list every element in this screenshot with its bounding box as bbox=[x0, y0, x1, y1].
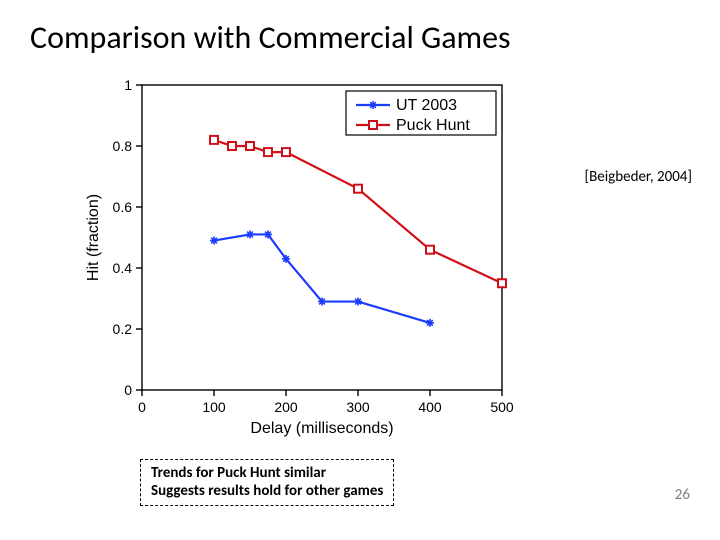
svg-text:400: 400 bbox=[418, 399, 442, 415]
svg-text:0.8: 0.8 bbox=[113, 138, 133, 154]
note-box: Trends for Puck Hunt similar Suggests re… bbox=[140, 459, 394, 507]
citation-text: [Beigbeder, 2004] bbox=[585, 168, 693, 186]
note-line-2: Suggests results hold for other games bbox=[151, 482, 383, 501]
svg-text:UT 2003: UT 2003 bbox=[396, 97, 457, 114]
svg-text:100: 100 bbox=[202, 399, 226, 415]
svg-text:1: 1 bbox=[124, 77, 132, 93]
svg-text:Delay (milliseconds): Delay (milliseconds) bbox=[250, 420, 393, 437]
svg-text:Puck Hunt: Puck Hunt bbox=[396, 117, 470, 134]
svg-text:0: 0 bbox=[124, 382, 132, 398]
svg-text:0: 0 bbox=[138, 399, 146, 415]
svg-text:0.4: 0.4 bbox=[113, 260, 133, 276]
note-line-1: Trends for Puck Hunt similar bbox=[151, 464, 383, 483]
svg-text:200: 200 bbox=[274, 399, 298, 415]
svg-text:0.6: 0.6 bbox=[113, 199, 133, 215]
svg-text:500: 500 bbox=[490, 399, 514, 415]
chart-container: 0 100 200 300 400 500 0 0.2 0.4 0.6 0.8 1 Delay (mil… bbox=[80, 75, 520, 445]
svg-text:0.2: 0.2 bbox=[113, 321, 133, 337]
slide-title: Comparison with Commercial Games bbox=[30, 18, 511, 57]
page-number: 26 bbox=[675, 486, 690, 504]
svg-text:Hit (fraction): Hit (fraction) bbox=[85, 194, 102, 281]
svg-text:300: 300 bbox=[346, 399, 370, 415]
chart-svg: 0 100 200 300 400 500 0 0.2 0.4 0.6 0.8 1 Delay (mil… bbox=[80, 75, 520, 445]
